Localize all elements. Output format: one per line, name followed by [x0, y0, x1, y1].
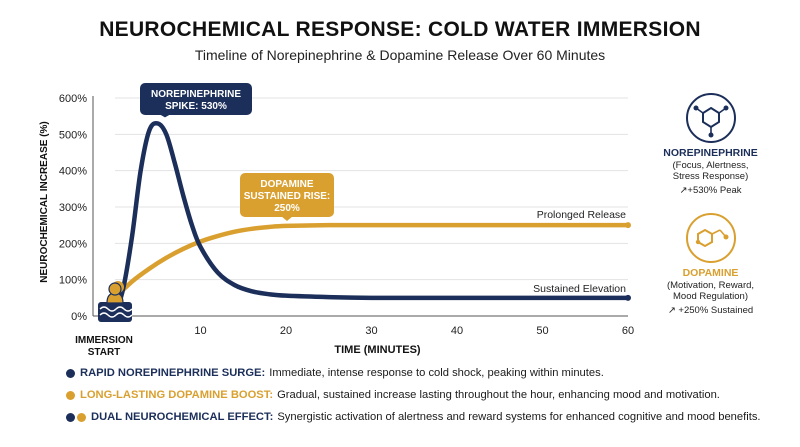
chart-subtitle: Timeline of Norepinephrine & Dopamine Re… [194, 47, 606, 63]
molecule-icon [685, 93, 736, 143]
y-tick-label: 0% [71, 311, 87, 323]
x-tick-label: 10 [194, 325, 206, 337]
dopamine-legend-peak: ↗ +250% Sustained [667, 305, 754, 316]
y-axis-label: NEUROCHEMICAL INCREASE (%) [39, 121, 50, 283]
dopamine-callout-box [240, 173, 334, 217]
dopamine-callout-text: 250% [274, 203, 300, 214]
norepinephrine-callout-text: SPIKE: 530% [165, 101, 227, 112]
norepinephrine-legend-name: NOREPINEPHRINE [663, 147, 758, 159]
norepinephrine-legend-desc: (Focus, Alertness, [672, 160, 749, 171]
norepinephrine-dot [66, 368, 75, 378]
x-tick-label: 30 [365, 325, 377, 337]
wave [99, 312, 133, 318]
y-tick-label: 200% [59, 238, 87, 250]
dopamine-dot [66, 390, 75, 400]
dopamine-line [112, 222, 631, 301]
y-tick-label: 600% [59, 93, 87, 105]
x-tick-label: 50 [536, 325, 548, 337]
chart-title: NEUROCHEMICAL RESPONSE: COLD WATER IMMER… [99, 18, 701, 41]
dopamine-callout-pointer [281, 216, 293, 221]
x-tick-label: 60 [622, 325, 634, 337]
x-tick-label: 40 [451, 325, 463, 337]
dopamine-legend: DOPAMINE (Motivation, Reward, Mood Regul… [648, 212, 773, 316]
norepinephrine-legend-desc: Stress Response) [672, 171, 749, 182]
key-point-2: LONG-LASTING DOPAMINE BOOST: Gradual, su… [66, 384, 761, 406]
norepinephrine-callout-text: NOREPINEPHRINE [151, 89, 241, 100]
dopamine-legend-desc: (Motivation, Reward, [666, 280, 755, 291]
y-tick-label: 400% [59, 166, 87, 178]
key-points: RAPID NOREPINEPHRINE SURGE: Immediate, i… [66, 362, 761, 428]
norepinephrine-legend-peak: ↗+530% Peak [679, 185, 742, 196]
key-point-heading: RAPID NOREPINEPHRINE SURGE: [80, 367, 266, 379]
dopamine-legend-name: DOPAMINE [682, 267, 739, 279]
dopamine-dot [77, 412, 86, 422]
start-label: IMMERSION [75, 335, 133, 346]
norepinephrine-callout-box [140, 83, 252, 115]
y-tick-label: 500% [59, 129, 87, 141]
x-tick-label: 20 [280, 325, 292, 337]
y-tick-label: 100% [59, 275, 87, 287]
dopamine-end-marker [625, 222, 631, 229]
water-block [98, 302, 132, 322]
start-label: START [88, 347, 121, 358]
sustained-elevation-label: Sustained Elevation [533, 283, 626, 295]
immersion-icon [98, 282, 133, 322]
key-point-heading: LONG-LASTING DOPAMINE BOOST: [80, 389, 274, 401]
wave [99, 306, 133, 312]
x-axis-label: TIME (MINUTES) [334, 344, 420, 356]
norepinephrine-line [112, 120, 631, 319]
key-point-text: Immediate, intense response to cold shoc… [269, 367, 604, 379]
key-point-1: RAPID NOREPINEPHRINE SURGE: Immediate, i… [66, 362, 761, 384]
key-point-heading: DUAL NEUROCHEMICAL EFFECT: [91, 411, 274, 423]
y-tick-label: 300% [59, 202, 87, 214]
norepinephrine-end-marker [625, 294, 631, 301]
key-point-text: Gradual, sustained increase lasting thro… [277, 389, 720, 401]
key-point-text: Synergistic activation of alertness and … [277, 411, 761, 423]
norepinephrine-dot [66, 412, 75, 422]
norepinephrine-legend: NOREPINEPHRINE (Focus, Alertness, Stress… [648, 92, 773, 196]
molecule-icon [685, 213, 736, 263]
prolonged-release-label: Prolonged Release [537, 209, 626, 221]
dopamine-legend-desc: Mood Regulation) [673, 291, 748, 302]
person-head [108, 282, 122, 296]
dopamine-callout-text: SUSTAINED RISE: [244, 191, 331, 202]
norepinephrine-callout-pointer [159, 114, 171, 118]
dopamine-callout-text: DOPAMINE [260, 179, 313, 190]
key-point-3: DUAL NEUROCHEMICAL EFFECT: Synergistic a… [66, 406, 761, 428]
